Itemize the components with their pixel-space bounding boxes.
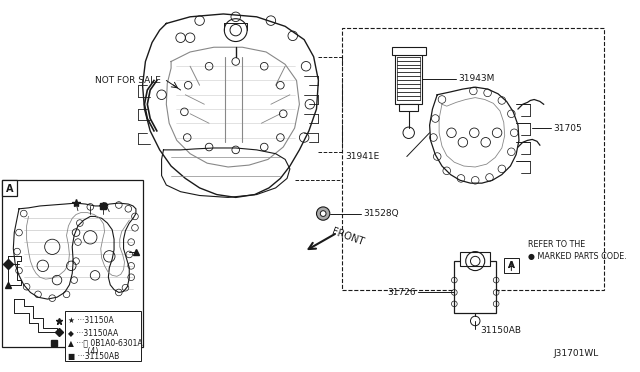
Text: FRONT: FRONT xyxy=(331,227,365,248)
Text: REFER TO THE: REFER TO THE xyxy=(527,240,585,250)
Circle shape xyxy=(320,211,326,217)
Text: 31528Q: 31528Q xyxy=(363,209,399,218)
Bar xyxy=(399,104,418,111)
Text: NOT FOR SALE: NOT FOR SALE xyxy=(95,76,161,85)
Polygon shape xyxy=(8,256,21,285)
Text: 31943M: 31943M xyxy=(458,74,495,83)
Text: ● MARKED PARTS CODE.: ● MARKED PARTS CODE. xyxy=(527,252,627,261)
Bar xyxy=(65,311,141,361)
Text: 31150AB: 31150AB xyxy=(480,326,521,335)
Bar xyxy=(342,28,604,289)
Bar xyxy=(460,251,490,266)
Circle shape xyxy=(317,207,330,220)
Text: ◆ ···31150AA: ◆ ···31150AA xyxy=(68,328,118,337)
Bar xyxy=(392,47,426,55)
Text: 31941E: 31941E xyxy=(345,152,380,161)
Text: ▲ ···Ⓑ 0B1A0-6301A: ▲ ···Ⓑ 0B1A0-6301A xyxy=(68,338,143,347)
Bar xyxy=(396,52,422,104)
Bar xyxy=(504,258,519,273)
Text: A: A xyxy=(508,262,515,270)
Text: (4): (4) xyxy=(78,347,99,356)
Text: 31726: 31726 xyxy=(388,288,416,297)
Bar xyxy=(2,180,143,347)
Bar xyxy=(2,180,17,196)
Text: 31705: 31705 xyxy=(553,124,582,132)
Text: A: A xyxy=(6,184,13,194)
Text: J31701WL: J31701WL xyxy=(554,349,599,358)
Bar xyxy=(454,261,496,313)
Polygon shape xyxy=(14,299,57,332)
Text: ★ ···31150A: ★ ···31150A xyxy=(68,317,114,326)
Text: ■ ···31150AB: ■ ···31150AB xyxy=(68,352,120,360)
